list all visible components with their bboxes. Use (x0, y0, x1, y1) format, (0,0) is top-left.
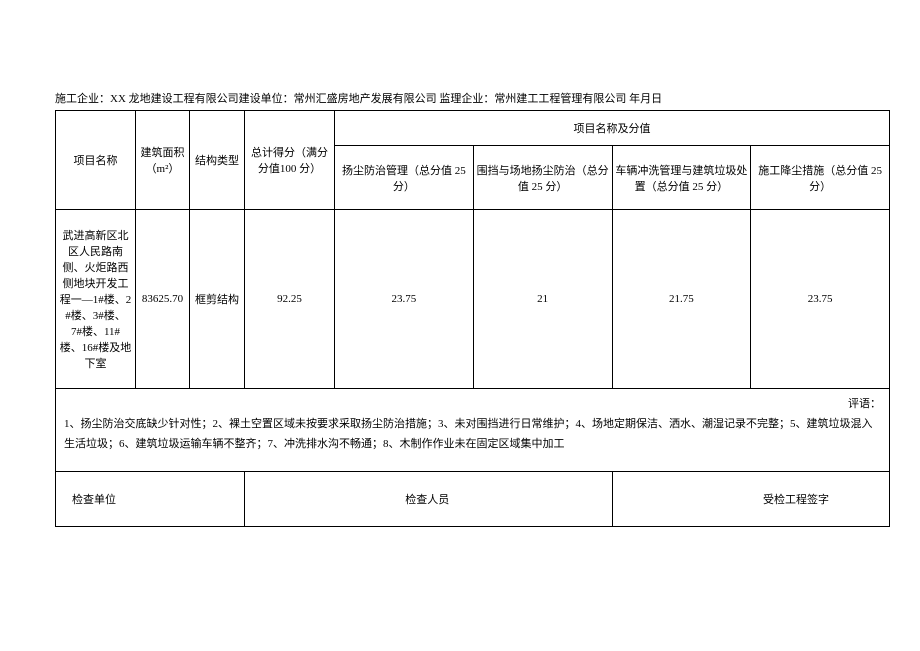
supervision-company: 常州建工工程管理有限公司 (494, 93, 626, 105)
construction-company: XX 龙地建设工程有限公司建设单位：常州汇盛房地产发展有限公司 (110, 93, 437, 105)
date-label: 年月日 (629, 93, 662, 105)
comment-label: 评语： (848, 395, 881, 415)
cell-building-area: 83625.70 (136, 210, 190, 389)
cell-sub4: 23.75 (751, 210, 890, 389)
meta-line: 施工企业：XX 龙地建设工程有限公司建设单位：常州汇盛房地产发展有限公司 监理企… (55, 90, 890, 106)
table-row: 武进高新区北区人民路南侧、火炬路西侧地块开发工程一—1#楼、2#楼、3#楼、 7… (56, 210, 890, 389)
sign-person: 检查人员 (245, 472, 613, 527)
comment-text: 1、扬尘防治交底缺少针对性；2、裸土空置区域未按要求采取扬尘防治措施；3、未对围… (64, 418, 873, 450)
comment-row: 评语： 1、扬尘防治交底缺少针对性；2、裸土空置区域未按要求采取扬尘防治措施；3… (56, 389, 890, 472)
cell-sub3: 21.75 (612, 210, 751, 389)
cell-total-score: 92.25 (245, 210, 335, 389)
cell-project-name: 武进高新区北区人民路南侧、火炬路西侧地块开发工程一—1#楼、2#楼、3#楼、 7… (56, 210, 136, 389)
cell-structure-type: 框剪结构 (190, 210, 245, 389)
cell-sub1: 23.75 (335, 210, 474, 389)
supervision-label: 监理企业： (439, 93, 494, 105)
sign-recv: 受检工程签字 (612, 472, 890, 527)
th-sub4: 施工降尘措施（总分值 25分） (751, 146, 890, 210)
sign-row: 检查单位 检查人员 受检工程签字 (56, 472, 890, 527)
th-total-score: 总计得分（满分分值100 分） (245, 111, 335, 210)
construction-company-label: 施工企业： (55, 93, 110, 105)
th-building-area: 建筑面积（m²） (136, 111, 190, 210)
th-structure-type: 结构类型 (190, 111, 245, 210)
th-sub2: 围挡与场地扬尘防治（总分值 25 分） (473, 146, 612, 210)
th-project-name: 项目名称 (56, 111, 136, 210)
th-sub3: 车辆冲洗管理与建筑垃圾处置（总分值 25 分） (612, 146, 751, 210)
sign-unit: 检查单位 (56, 472, 245, 527)
th-score-group: 项目名称及分值 (335, 111, 890, 146)
cell-sub2: 21 (473, 210, 612, 389)
score-table: 项目名称 建筑面积（m²） 结构类型 总计得分（满分分值100 分） 项目名称及… (55, 110, 890, 527)
th-sub1: 扬尘防治管理（总分值 25分） (335, 146, 474, 210)
